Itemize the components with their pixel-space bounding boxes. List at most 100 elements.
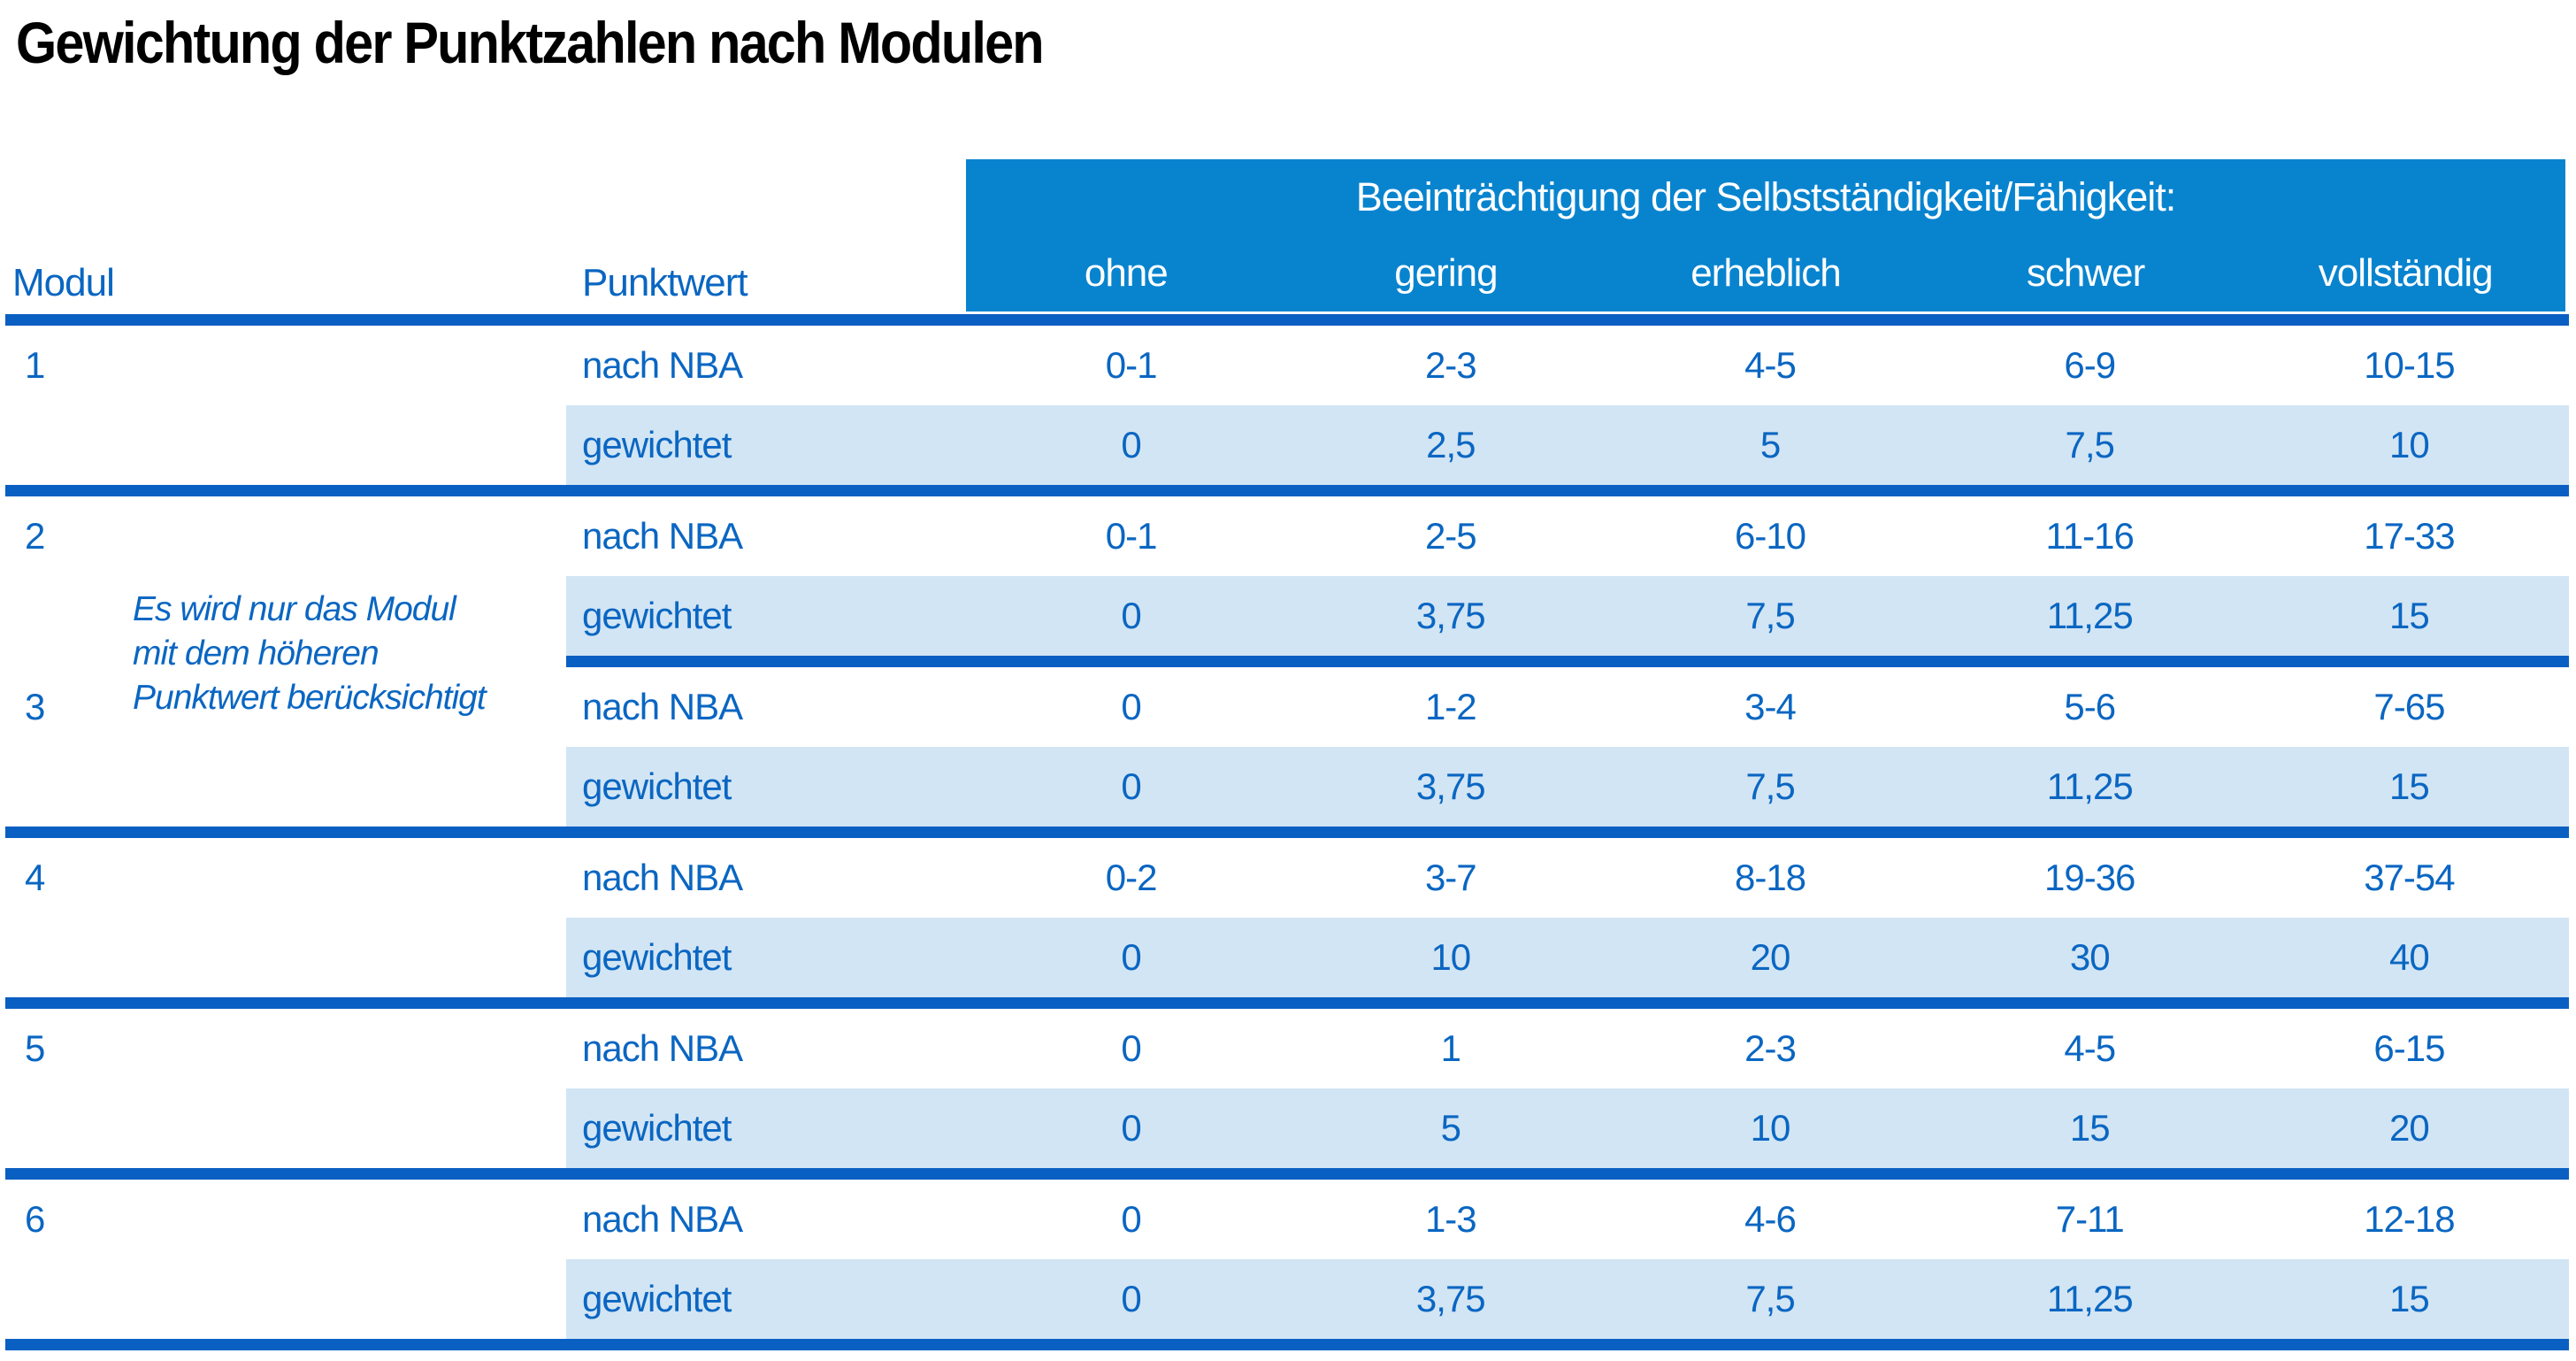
- value-cell: 0: [1121, 1198, 1141, 1240]
- module-separator-rule: [5, 1168, 2569, 1180]
- severity-header-band: Beeinträchtigung der Selbstständigkeit/F…: [966, 159, 2565, 311]
- value-cell: 11,25: [2046, 1278, 2134, 1319]
- value-cell: 11,25: [2046, 765, 2134, 807]
- table-row-module2-weighted: gewichtet 0 3,75 7,5 11,25 15: [5, 576, 2569, 656]
- value-cell: 6-9: [2064, 344, 2116, 386]
- value-cell: 15: [2389, 765, 2430, 807]
- value-cell: 12-18: [2364, 1198, 2455, 1240]
- row-label-weighted: gewichtet: [582, 595, 732, 636]
- value-cell: 2,5: [1426, 424, 1476, 465]
- row-label-nba: nach NBA: [582, 686, 743, 727]
- value-cell: 10: [1430, 936, 1471, 978]
- module-number: 6: [25, 1198, 45, 1240]
- value-cell: 5: [1440, 1107, 1461, 1149]
- table-row-module3-nba: 3 nach NBA 0 1-2 3-4 5-6 7-65: [5, 667, 2569, 747]
- value-cell: 6-10: [1734, 515, 1806, 557]
- value-cell: 0: [1121, 1278, 1141, 1319]
- value-cell: 15: [2069, 1107, 2111, 1149]
- value-cell: 0: [1121, 424, 1141, 465]
- table-body: 1 nach NBA 0-1 2-3 4-5 6-9 10-15 gewicht…: [5, 326, 2569, 1350]
- table-row-module4-weighted: gewichtet 0 10 20 30 40: [5, 918, 2569, 997]
- value-cell: 0-2: [1105, 857, 1158, 898]
- value-cell: 4-6: [1744, 1198, 1797, 1240]
- row-label-nba: nach NBA: [582, 344, 743, 386]
- value-cell: 3,75: [1415, 1278, 1486, 1319]
- value-cell: 3,75: [1415, 765, 1486, 807]
- value-cell: 8-18: [1734, 857, 1806, 898]
- value-cell: 15: [2389, 595, 2430, 636]
- table-row-module5-nba: 5 nach NBA 0 1 2-3 4-5 6-15: [5, 1009, 2569, 1088]
- column-header-gering: gering: [1394, 251, 1498, 295]
- module-number: 3: [25, 686, 45, 727]
- table-row-module3-weighted: gewichtet 0 3,75 7,5 11,25 15: [5, 747, 2569, 827]
- value-cell: 0: [1121, 1107, 1141, 1149]
- column-header-ohne: ohne: [1084, 251, 1169, 295]
- module-separator-rule: [5, 485, 2569, 496]
- value-cell: 4-5: [1744, 344, 1797, 386]
- row-label-nba: nach NBA: [582, 515, 743, 557]
- module-separator-rule: [5, 997, 2569, 1009]
- value-cell: 1-2: [1424, 686, 1477, 727]
- table-row-module5-weighted: gewichtet 0 5 10 15 20: [5, 1088, 2569, 1168]
- table-bottom-rule: [5, 1339, 2569, 1350]
- value-cell: 2-3: [1424, 344, 1477, 386]
- row-label-nba: nach NBA: [582, 1198, 743, 1240]
- value-cell: 0-1: [1105, 515, 1158, 557]
- value-cell: 10: [2389, 424, 2430, 465]
- value-cell: 5: [1760, 424, 1781, 465]
- table-row-module6-nba: 6 nach NBA 0 1-3 4-6 7-11 12-18: [5, 1180, 2569, 1259]
- severity-band-title: Beeinträchtigung der Selbstständigkeit/F…: [1355, 174, 2177, 219]
- value-cell: 3-7: [1424, 857, 1477, 898]
- module-number: 4: [25, 857, 45, 898]
- modules-2-3-note: Es wird nur das Modul mit dem höheren Pu…: [133, 588, 610, 720]
- value-cell: 0: [1121, 1027, 1141, 1069]
- table-row-module4-nba: 4 nach NBA 0-2 3-7 8-18 19-36 37-54: [5, 838, 2569, 918]
- row-label-weighted: gewichtet: [582, 936, 732, 978]
- value-cell: 20: [2389, 1107, 2430, 1149]
- note-line-3: Punktwert berücksichtigt: [133, 679, 487, 717]
- value-cell: 0: [1121, 765, 1141, 807]
- header-underline-rule: [5, 314, 2569, 326]
- column-header-schwer: schwer: [2026, 251, 2145, 295]
- value-cell: 2-3: [1744, 1027, 1797, 1069]
- value-cell: 11,25: [2046, 595, 2134, 636]
- value-cell: 15: [2389, 1278, 2430, 1319]
- value-cell: 4-5: [2064, 1027, 2116, 1069]
- value-cell: 6-15: [2373, 1027, 2445, 1069]
- value-cell: 11-16: [2045, 515, 2135, 557]
- row-label-weighted: gewichtet: [582, 1107, 732, 1149]
- value-cell: 20: [1750, 936, 1791, 978]
- value-cell: 3-4: [1744, 686, 1797, 727]
- column-header-erheblich: erheblich: [1690, 251, 1842, 295]
- module-separator-rule-partial: [566, 656, 2569, 667]
- value-cell: 19-36: [2044, 857, 2135, 898]
- module-number: 1: [25, 344, 45, 386]
- value-cell: 7,5: [1745, 1278, 1795, 1319]
- table-row-module6-weighted: gewichtet 0 3,75 7,5 11,25 15: [5, 1259, 2569, 1339]
- value-cell: 7-65: [2373, 686, 2445, 727]
- value-cell: 10: [1750, 1107, 1791, 1149]
- note-line-2: mit dem höheren: [133, 634, 380, 673]
- value-cell: 30: [2069, 936, 2111, 978]
- row-label-nba: nach NBA: [582, 857, 743, 898]
- value-cell: 7,5: [1745, 595, 1795, 636]
- column-header-vollstaendig: vollständig: [2318, 251, 2494, 295]
- row-label-weighted: gewichtet: [582, 424, 732, 465]
- severity-column-headers: ohne gering erheblich schwer vollständig: [966, 235, 2565, 311]
- value-cell: 10-15: [2364, 344, 2455, 386]
- value-cell: 1-3: [1424, 1198, 1477, 1240]
- module-number: 2: [25, 515, 45, 557]
- row-label-weighted: gewichtet: [582, 1278, 732, 1319]
- value-cell: 2-5: [1424, 515, 1477, 557]
- value-cell: 17-33: [2364, 515, 2455, 557]
- value-cell: 7-11: [2055, 1198, 2125, 1240]
- column-header-modul: Modul: [12, 261, 115, 304]
- value-cell: 7,5: [1745, 765, 1795, 807]
- table-row-module1-nba: 1 nach NBA 0-1 2-3 4-5 6-9 10-15: [5, 326, 2569, 405]
- value-cell: 5-6: [2064, 686, 2116, 727]
- value-cell: 7,5: [2065, 424, 2115, 465]
- value-cell: 37-54: [2364, 857, 2455, 898]
- table-row-module1-weighted: gewichtet 0 2,5 5 7,5 10: [5, 405, 2569, 485]
- value-cell: 3,75: [1415, 595, 1486, 636]
